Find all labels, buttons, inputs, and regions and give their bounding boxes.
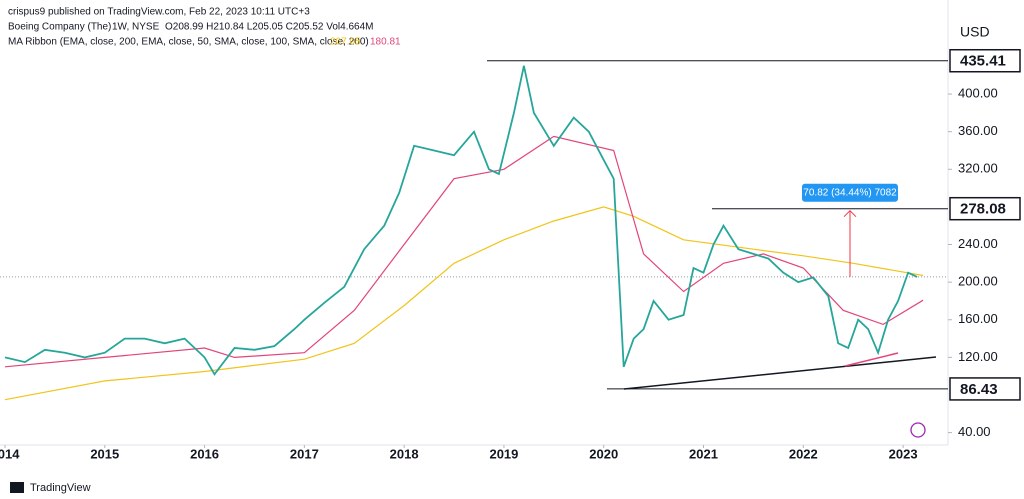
flash-icon xyxy=(910,422,926,438)
price-line xyxy=(4,65,918,376)
published-note: crispus9 published on TradingView.com, F… xyxy=(8,7,310,18)
level-label: 86.43 xyxy=(960,381,998,398)
trendline xyxy=(844,352,899,367)
indicator: MA Ribbon (EMA, close, 200, EMA, close, … xyxy=(8,37,369,48)
ma-value: 180.81 xyxy=(370,37,401,48)
y-tick-label: 120.00 xyxy=(958,349,998,364)
level-box xyxy=(949,48,1021,73)
x-tick-label: 2017 xyxy=(290,446,319,461)
level-box xyxy=(949,377,1021,401)
x-tick-label: 2015 xyxy=(90,446,119,461)
y-tick-label: 160.00 xyxy=(958,311,998,326)
x-tick-label: 2016 xyxy=(190,446,219,461)
y-tick-label: 400.00 xyxy=(958,85,998,100)
x-tick-label: 2020 xyxy=(589,446,618,461)
y-tick-label: 200.00 xyxy=(958,274,998,289)
x-tick-label: 2019 xyxy=(489,446,518,461)
ma-value: 207.05 xyxy=(330,37,361,48)
y-tick-label: 320.00 xyxy=(958,161,998,176)
level-box xyxy=(949,196,1021,221)
x-tick-label: 2018 xyxy=(390,446,419,461)
level-label: 435.41 xyxy=(960,53,1006,70)
x-tick-label: 2023 xyxy=(889,446,918,461)
y-tick-label: 40.00 xyxy=(958,424,991,439)
level-label: 278.08 xyxy=(960,201,1006,218)
x-tick-label: 2014 xyxy=(0,446,20,461)
measure-arrowhead xyxy=(843,209,857,218)
symbol-name: Boeing Company (The) xyxy=(8,22,111,33)
y-tick-label: 240.00 xyxy=(958,236,998,251)
x-tick-label: 2022 xyxy=(789,446,818,461)
ohlc: O208.99 H210.84 L205.05 C205.52 Vol4.664… xyxy=(165,22,374,33)
x-tick-label: 2021 xyxy=(689,446,718,461)
logo-icon xyxy=(10,482,24,493)
y-tick-label: 360.00 xyxy=(958,123,998,138)
ma-line xyxy=(4,135,924,368)
ma-line xyxy=(4,206,924,401)
symbol-info: 1W, NYSE xyxy=(112,22,160,33)
measure-label: 70.82 (34.44%) 7082 xyxy=(803,187,897,198)
measure-box xyxy=(802,183,898,202)
footer-logo: TradingView xyxy=(30,482,91,494)
currency: USD xyxy=(960,24,990,40)
trendline xyxy=(623,356,937,390)
